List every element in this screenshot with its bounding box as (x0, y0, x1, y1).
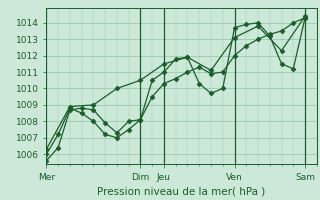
X-axis label: Pression niveau de la mer( hPa ): Pression niveau de la mer( hPa ) (98, 186, 266, 196)
